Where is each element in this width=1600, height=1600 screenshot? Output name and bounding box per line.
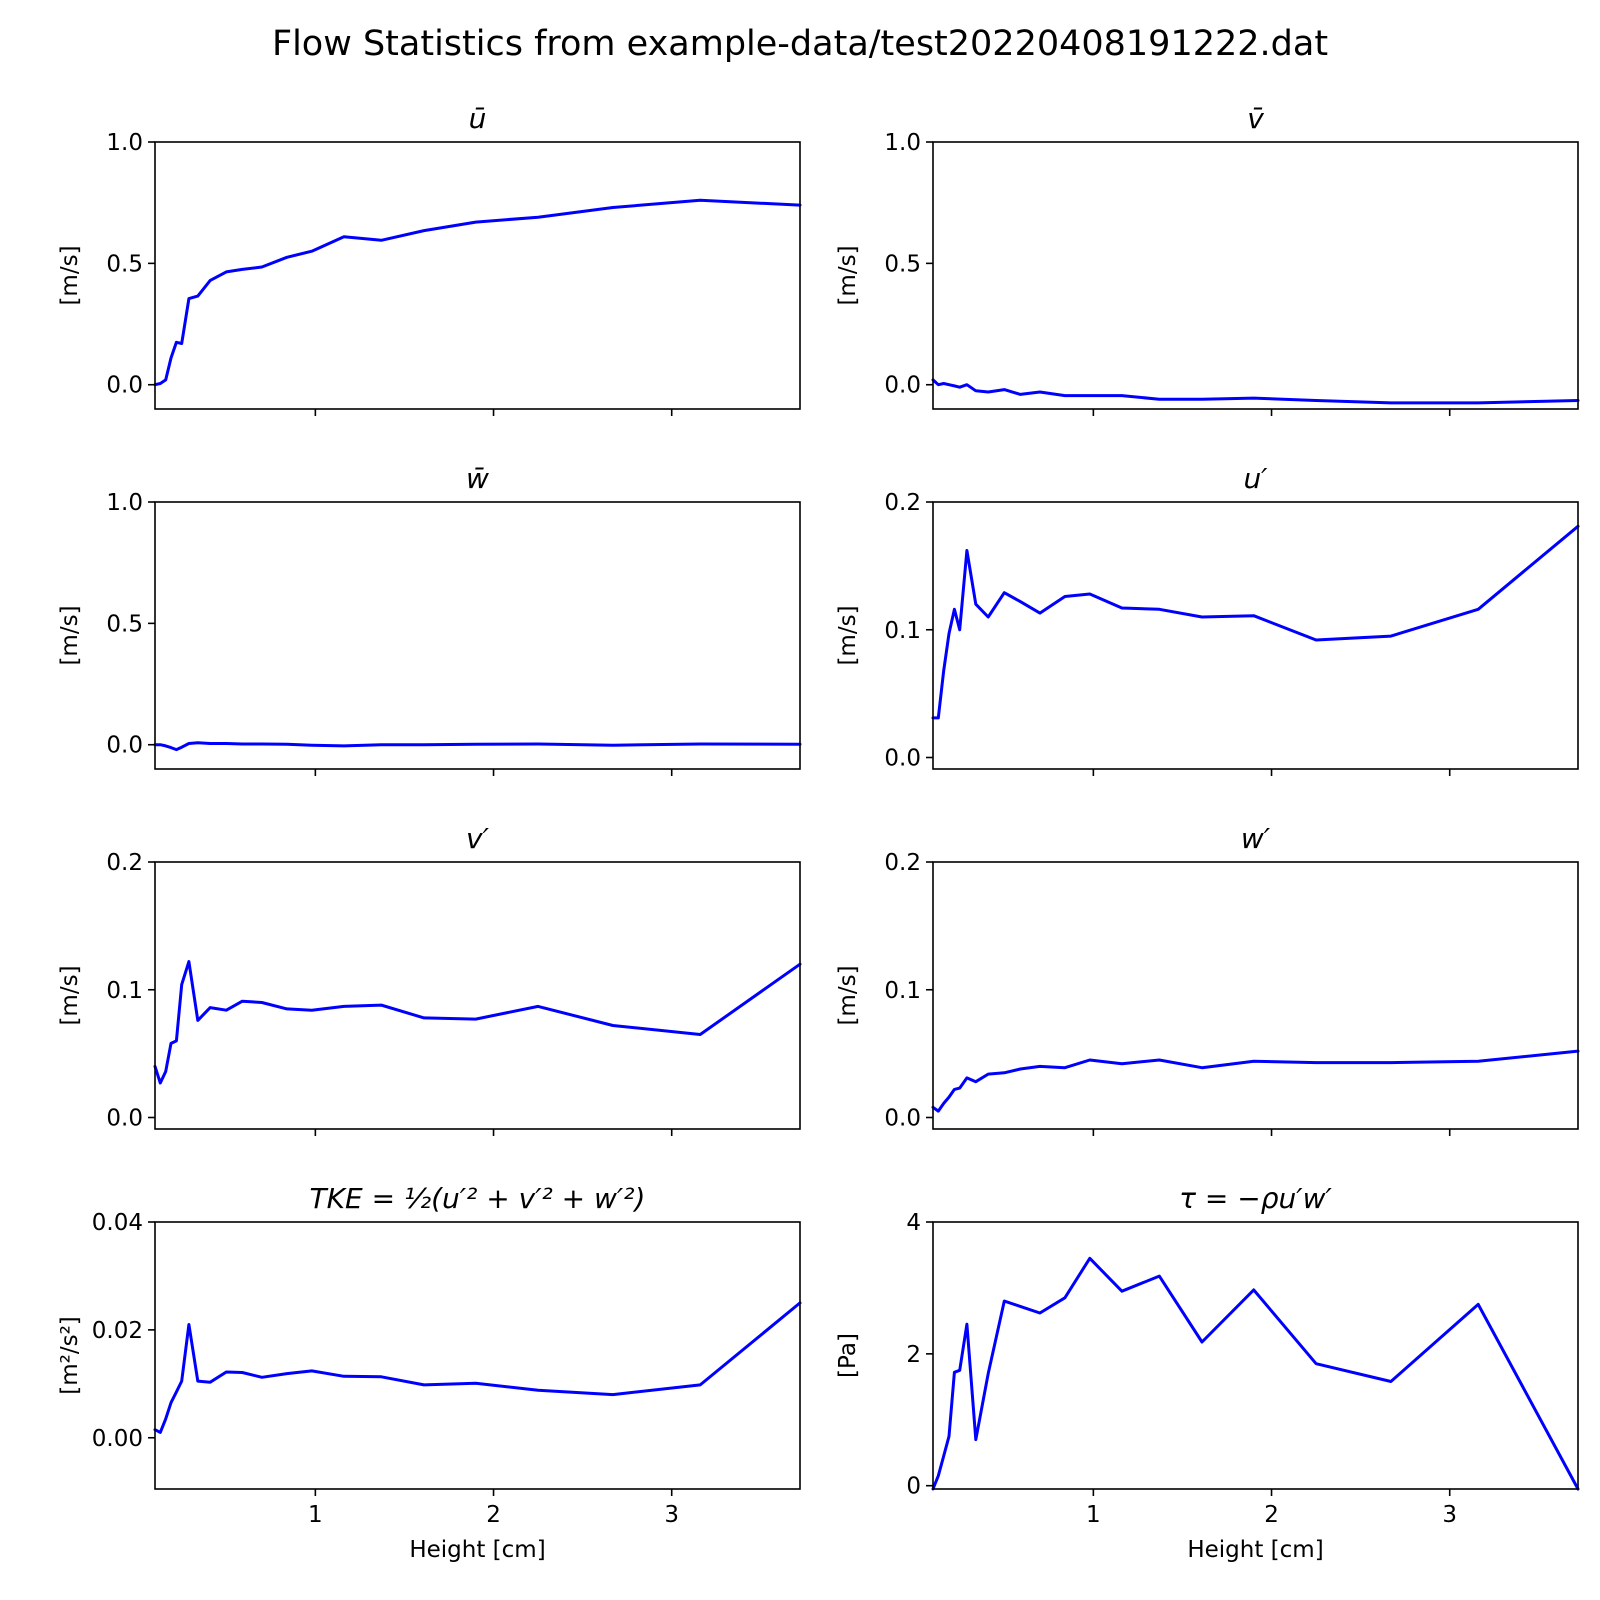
y-tick-label: 0.2 (106, 850, 143, 876)
subplot-6: 0.0 0.1 0.2 w′ [m/s] (835, 822, 1580, 1136)
subplot-title: u′ (1243, 462, 1268, 495)
y-tick-label: 0.0 (106, 733, 143, 759)
subplot-4: 0.0 0.1 0.2 u′ [m/s] (835, 462, 1580, 776)
plot-frame (932, 141, 1579, 410)
y-tick-label: 4 (906, 1210, 921, 1236)
y-tick-label: 2 (906, 1342, 921, 1368)
series-line (931, 524, 1580, 720)
series-line (931, 1256, 1580, 1491)
y-tick-label: 0.1 (106, 978, 143, 1004)
plot-frame (932, 1221, 1579, 1490)
y-tick-label: 0.1 (884, 618, 921, 644)
x-tick-label: 3 (664, 1502, 679, 1528)
y-tick-label: 0.2 (884, 850, 921, 876)
y-axis-label: [Pa] (835, 1333, 861, 1378)
y-tick-label: 0 (906, 1474, 921, 1500)
plot-frame (154, 141, 801, 410)
y-tick-label: 0.0 (884, 373, 921, 399)
y-tick-label: 0.2 (884, 490, 921, 516)
subplot-title: v′ (466, 822, 490, 855)
y-axis-label: [m/s] (835, 965, 861, 1025)
y-axis-label: [m/s] (835, 245, 861, 305)
y-axis-label: [m/s] (57, 605, 83, 665)
x-tick-label: 3 (1442, 1502, 1457, 1528)
y-axis-label: [m/s] (835, 605, 861, 665)
x-tick-label: 1 (1086, 1502, 1101, 1528)
subplot-title: v̄ (1247, 102, 1264, 135)
subplot-title: TKE = ½(u′² + v′² + w′²) (310, 1182, 646, 1215)
y-tick-label: 0.04 (92, 1210, 143, 1236)
x-tick-label: 1 (308, 1502, 323, 1528)
y-tick-label: 1.0 (106, 130, 143, 156)
subplot-title: τ = −ρu′w′ (1179, 1182, 1332, 1215)
y-tick-label: 0.5 (106, 251, 143, 277)
y-tick-label: 0.02 (92, 1318, 143, 1344)
subplot-8: 0 2 4 1 2 3 τ = −ρu′w′ [Pa] Height [cm] (835, 1182, 1580, 1563)
y-axis-label: [m/s] (57, 245, 83, 305)
subplot-3: 0.0 0.5 1.0 w̄ [m/s] (57, 462, 802, 776)
y-tick-label: 0.1 (884, 978, 921, 1004)
series-line (153, 198, 802, 387)
x-tick-label: 2 (1264, 1502, 1279, 1528)
series-line (153, 1301, 802, 1434)
plot-frame (154, 501, 801, 770)
x-axis-label: Height [cm] (409, 1537, 545, 1563)
plot-frame (932, 861, 1579, 1130)
y-axis-label: [m²/s²] (57, 1316, 83, 1395)
subplot-5: 0.0 0.1 0.2 v′ [m/s] (57, 822, 802, 1136)
series-line (153, 741, 802, 752)
plot-frame (932, 501, 1579, 770)
y-tick-label: 0.00 (92, 1426, 143, 1452)
x-tick-label: 2 (486, 1502, 501, 1528)
y-axis-label: [m/s] (57, 965, 83, 1025)
subplot-2: 0.0 0.5 1.0 v̄ [m/s] (835, 102, 1580, 416)
subplot-title: w′ (1241, 822, 1271, 855)
y-tick-label: 0.0 (106, 373, 143, 399)
subplot-title: ū (469, 102, 487, 135)
subplot-1: 0.0 0.5 1.0 ū [m/s] (57, 102, 802, 416)
subplot-7: 0.00 0.02 0.04 1 2 3 TKE = ½(u′² + v′² + w′²) [… (57, 1182, 802, 1563)
y-tick-label: 0.0 (106, 1106, 143, 1132)
plot-frame (154, 861, 801, 1130)
x-axis-label: Height [cm] (1187, 1537, 1323, 1563)
series-line (931, 1049, 1580, 1113)
y-tick-label: 0.5 (884, 251, 921, 277)
y-tick-label: 1.0 (884, 130, 921, 156)
plot-frame (154, 1221, 801, 1490)
y-tick-label: 0.0 (884, 1106, 921, 1132)
subplot-title: w̄ (466, 462, 489, 495)
series-line (153, 960, 802, 1085)
y-tick-label: 1.0 (106, 490, 143, 516)
series-line (931, 378, 1580, 405)
y-tick-label: 0.0 (884, 746, 921, 772)
y-tick-label: 0.5 (106, 611, 143, 637)
figure-title: Flow Statistics from example-data/test20… (271, 24, 1329, 64)
